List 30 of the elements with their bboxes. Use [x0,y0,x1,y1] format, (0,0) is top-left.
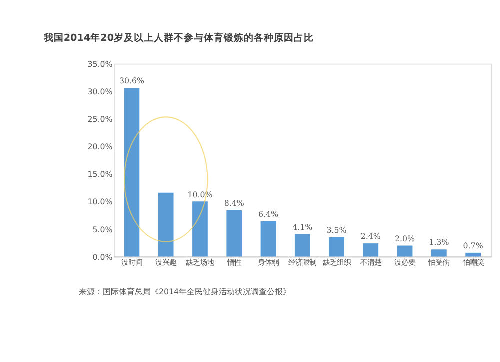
y-tick-label: 30.0% [88,87,114,96]
data-label: 30.6% [119,76,145,86]
bar [466,252,481,257]
data-label: 0.7% [463,242,484,251]
source-note: 来源：国际体育总局《2014年全民健身活动状况调查公报》 [78,288,291,297]
y-tick-label: 35.0% [88,60,114,69]
bar [260,222,276,257]
y-tick-label: 10.0% [88,198,114,207]
y-tick-label: 0.0% [92,252,114,262]
y-tick-label: 15.0% [88,170,114,180]
bar [329,238,344,257]
data-label: 1.3% [429,238,450,248]
data-label: 6.4% [258,210,280,220]
bar [397,246,413,257]
data-label: 8.4% [224,199,245,208]
bar [431,250,447,257]
y-tick-label: 25.0% [88,115,114,124]
bar [226,210,242,257]
bar [124,88,140,257]
data-label: 2.4% [360,232,382,242]
y-tick-label: 5.0% [92,225,114,234]
data-label: 3.5% [326,226,348,236]
chart-title: 我国2014年20岁及以上人群不参与体育锻炼的各种原因占比 [42,32,314,44]
bar [192,202,208,257]
data-label: 4.1% [292,222,314,232]
bar [158,192,174,257]
bar [363,244,379,257]
data-label: 2.0% [395,234,416,244]
y-tick-label: 20.0% [88,142,114,152]
bar [294,234,310,257]
